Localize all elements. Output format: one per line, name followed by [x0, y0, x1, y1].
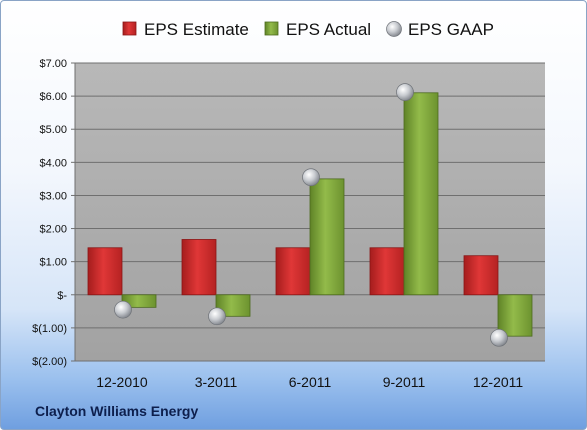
y-tick-label: $-: [57, 290, 67, 302]
x-tick-label: 12-2011: [473, 374, 524, 390]
y-tick-label: $2.00: [39, 224, 67, 236]
bar-eps-estimate: [87, 247, 123, 296]
legend-label: EPS Estimate: [144, 20, 249, 39]
x-tick-label: 3-2011: [195, 374, 238, 390]
y-tick-label: $4.00: [39, 157, 67, 169]
bar-eps-estimate: [463, 255, 499, 296]
y-tick-label: $(1.00): [32, 323, 67, 335]
y-tick-label: $3.00: [39, 190, 67, 202]
x-tick-label: 9-2011: [383, 374, 426, 390]
legend-label: EPS Actual: [286, 20, 371, 39]
bar-eps-actual: [497, 294, 533, 337]
x-tick-label: 6-2011: [289, 374, 332, 390]
legend-swatch: [264, 21, 279, 36]
bar-eps-actual: [215, 294, 251, 317]
marker-eps-gaap: [490, 328, 508, 347]
bar-eps-estimate: [181, 239, 217, 296]
legend-marker: [386, 21, 402, 37]
y-tick-label: $6.00: [39, 91, 67, 103]
marker-eps-gaap: [114, 300, 132, 319]
y-tick-label: $5.00: [39, 124, 67, 136]
bar-eps-actual: [309, 178, 345, 296]
bar-eps-actual: [403, 92, 439, 296]
bar-eps-estimate: [275, 247, 311, 296]
x-tick-label: 12-2010: [96, 374, 148, 390]
company-name: Clayton Williams Energy: [35, 403, 199, 419]
marker-eps-gaap: [302, 168, 320, 187]
marker-eps-gaap: [396, 83, 414, 101]
marker-eps-gaap: [208, 307, 226, 326]
legend: EPS Estimate EPS Actual EPS GAAP: [122, 20, 494, 39]
y-tick-label: $7.00: [39, 58, 67, 70]
y-tick-label: $(2.00): [32, 356, 67, 368]
legend-swatch: [122, 21, 137, 36]
y-tick-label: $1.00: [39, 257, 67, 269]
legend-label: EPS GAAP: [408, 20, 494, 39]
bar-eps-estimate: [369, 247, 405, 296]
